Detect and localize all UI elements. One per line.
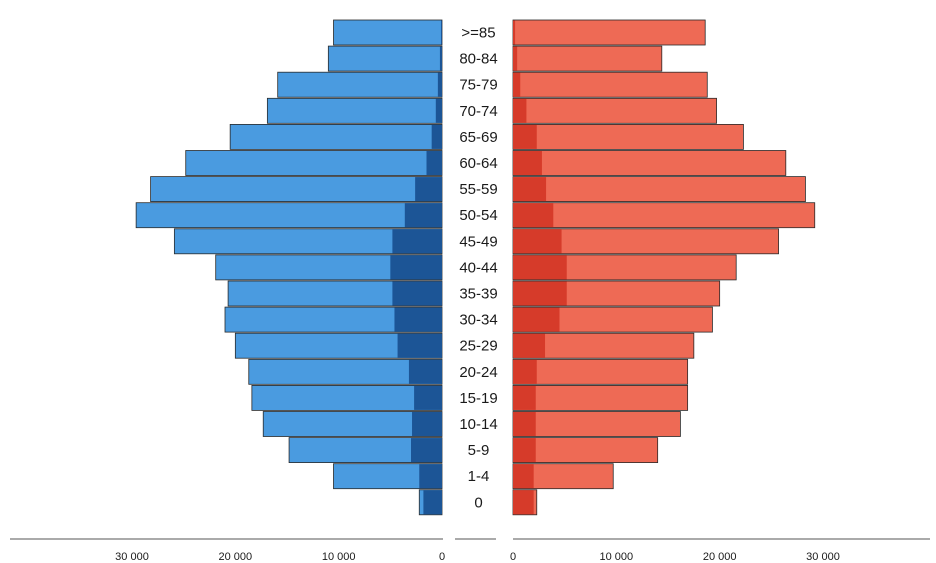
left-tick-label-2: 10 000 [322,551,356,563]
right-bar-total-65-69 [512,124,744,150]
age-label-55-59: 55-59 [459,181,497,198]
right-bar-total-50-54 [512,202,816,229]
right-bar-total->=85 [512,19,706,46]
right-bar-dark-55-59 [513,177,547,202]
left-bar-dark-0 [423,490,442,515]
left-tick-label-3: 0 [439,551,445,563]
left-bar-dark-15-19 [414,385,442,410]
left-bars-group [135,19,443,516]
right-bar-total-75-79 [512,71,708,98]
right-bar-dark-80-84 [513,46,518,71]
left-bar-dark-25-29 [397,333,442,358]
age-label-40-44: 40-44 [459,259,497,276]
right-bar-total-70-74 [512,97,717,124]
right-bar-dark-25-29 [513,333,546,358]
left-bar-dark-50-54 [404,203,442,228]
age-label-60-64: 60-64 [459,155,497,172]
right-bar-dark-1-4 [513,464,534,489]
age-label-65-69: 65-69 [459,129,497,146]
age-label-30-34: 30-34 [459,312,497,329]
right-bar-total-80-84 [512,45,663,72]
left-bar-dark-65-69 [431,124,442,149]
left-bar-dark-1-4 [419,464,442,489]
right-bar-dark-30-34 [513,307,560,332]
left-bar-total-75-79 [277,71,443,98]
left-bar-total-65-69 [229,124,443,150]
left-bar-dark-45-49 [392,229,442,254]
right-bar-total-55-59 [512,176,806,203]
right-tick-label-3: 30 000 [806,551,840,563]
left-bar-dark-35-39 [392,281,442,306]
age-label-0: 0 [474,494,482,511]
axes-group: 30 000 20 000 10 000 0 0 10 000 20 000 30 000 [10,538,930,563]
age-labels-group: 0 1-4 5-9 10-14 15-19 20-24 25-29 30-34 35-39 40-… [459,25,497,512]
left-bar-total-15-19 [251,384,443,411]
left-bar-total-80-84 [327,45,443,72]
left-tick-label-1: 20 000 [219,551,253,563]
right-tick-label-0: 0 [510,551,516,563]
left-bar-dark-80-84 [439,46,442,71]
left-bar-dark-10-14 [412,412,442,436]
right-bar-total-5-9 [512,437,659,464]
right-bar-dark-50-54 [513,203,554,228]
right-bar-dark-45-49 [513,229,562,254]
right-bar-dark-65-69 [513,124,537,149]
age-label-20-24: 20-24 [459,364,497,381]
right-bar-dark-10-14 [513,412,536,436]
right-bar-total-10-14 [512,411,681,437]
right-tick-label-1: 10 000 [600,551,634,563]
right-bar-dark-0 [513,490,534,515]
left-tick-label-0: 30 000 [115,551,149,563]
right-tick-label-2: 20 000 [703,551,737,563]
right-bar-total-15-19 [512,384,689,411]
left-bar-dark-40-44 [390,255,442,280]
right-bar-total-20-24 [512,358,689,385]
right-bar-dark-15-19 [513,385,536,410]
age-label->=85: >=85 [461,25,495,42]
left-bar-dark-30-34 [394,307,442,332]
left-bar-total-70-74 [266,97,443,124]
right-bar-dark-5-9 [513,438,536,463]
left-bar-total-50-54 [135,202,443,229]
left-bar-dark-20-24 [408,359,442,384]
right-bar-dark-75-79 [513,72,521,97]
right-bar-total-60-64 [512,150,787,176]
left-bar-dark->=85 [440,20,442,45]
age-label-80-84: 80-84 [459,51,497,68]
right-bar-dark-60-64 [513,151,542,175]
age-label-15-19: 15-19 [459,390,497,407]
age-label-70-74: 70-74 [459,103,497,120]
left-bar-total->=85 [333,19,443,46]
age-label-75-79: 75-79 [459,77,497,94]
right-bar-dark-20-24 [513,359,537,384]
age-label-35-39: 35-39 [459,286,497,303]
right-bar-dark->=85 [513,20,516,45]
age-label-10-14: 10-14 [459,416,497,433]
left-bar-dark-60-64 [426,151,442,175]
left-bar-dark-75-79 [437,72,442,97]
age-label-5-9: 5-9 [468,442,490,459]
right-bar-dark-70-74 [513,98,527,123]
right-bar-dark-40-44 [513,255,567,280]
left-bar-total-55-59 [150,176,443,203]
age-label-50-54: 50-54 [459,207,497,224]
left-bar-dark-70-74 [435,98,442,123]
age-label-45-49: 45-49 [459,233,497,250]
left-bar-dark-55-59 [415,177,442,202]
left-bar-total-60-64 [185,150,443,176]
age-label-25-29: 25-29 [459,338,497,355]
age-label-1-4: 1-4 [468,468,490,485]
right-bar-dark-35-39 [513,281,567,306]
right-bars-group [512,19,816,516]
left-bar-dark-5-9 [411,438,442,463]
